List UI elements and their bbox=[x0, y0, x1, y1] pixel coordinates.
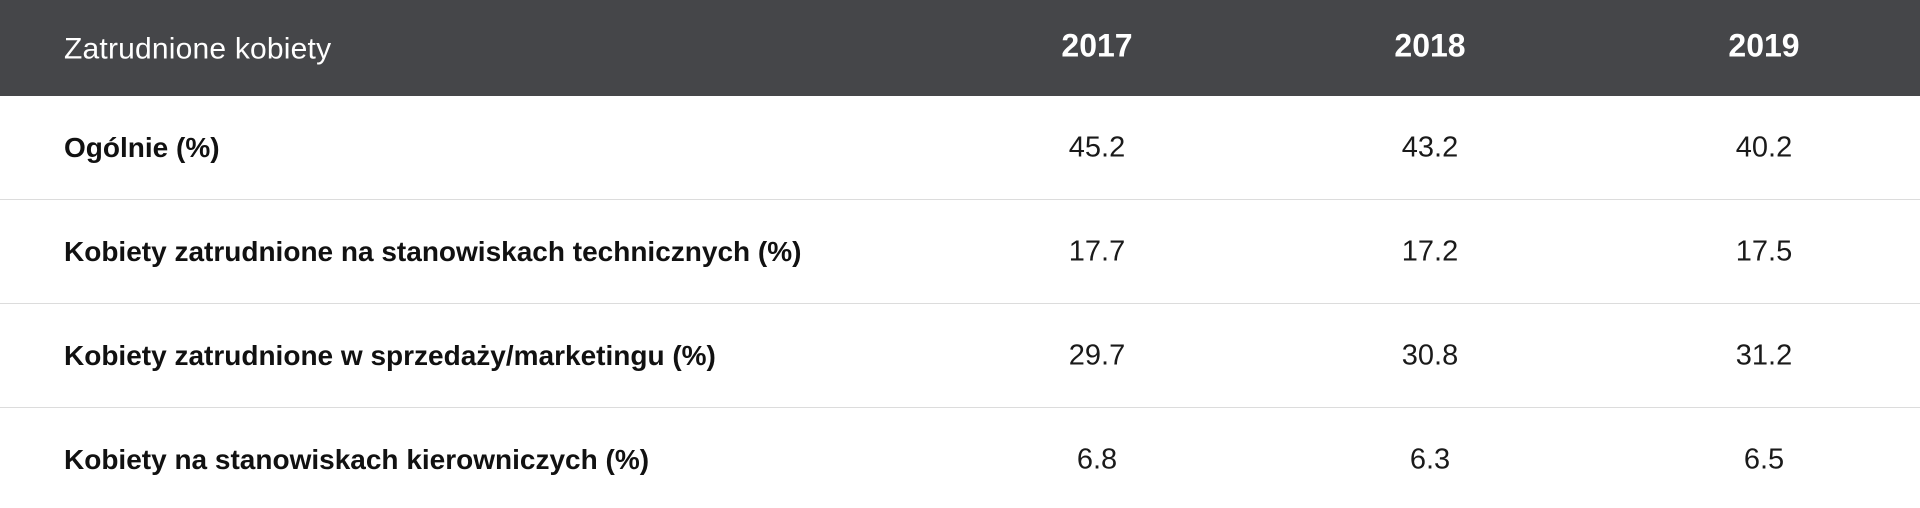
cell-value: 30.8 bbox=[1401, 339, 1459, 371]
row-label: Kobiety zatrudnione na stanowiskach tech… bbox=[64, 235, 802, 267]
cell-value: 29.7 bbox=[1068, 339, 1126, 371]
header-year-2019: 2019 bbox=[1728, 27, 1800, 64]
row-label: Kobiety zatrudnione w sprzedaży/marketin… bbox=[64, 339, 716, 371]
header-year-2018: 2018 bbox=[1394, 27, 1466, 64]
header-year-2017: 2017 bbox=[1061, 27, 1133, 64]
cell-value: 6.8 bbox=[1076, 443, 1118, 475]
cell-value: 40.2 bbox=[1735, 131, 1793, 163]
cell-value: 6.5 bbox=[1743, 443, 1785, 475]
cell-value: 45.2 bbox=[1068, 131, 1126, 163]
cell-value: 17.5 bbox=[1735, 235, 1793, 267]
row-label: Ogólnie (%) bbox=[64, 131, 220, 163]
table-row: Kobiety zatrudnione w sprzedaży/marketin… bbox=[0, 304, 1920, 408]
cell-value: 31.2 bbox=[1735, 339, 1793, 371]
cell-value: 17.2 bbox=[1401, 235, 1459, 267]
cell-value: 43.2 bbox=[1401, 131, 1459, 163]
table-row: Ogólnie (%) 45.2 43.2 40.2 bbox=[0, 96, 1920, 200]
cell-value: 6.3 bbox=[1409, 443, 1451, 475]
table-row: Kobiety na stanowiskach kierowniczych (%… bbox=[0, 408, 1920, 508]
table-header: Zatrudnione kobiety 2017 2018 2019 bbox=[0, 0, 1920, 96]
header-label-column: Zatrudnione kobiety bbox=[64, 32, 332, 66]
cell-value: 17.7 bbox=[1068, 235, 1126, 267]
table-row: Kobiety zatrudnione na stanowiskach tech… bbox=[0, 200, 1920, 304]
row-label: Kobiety na stanowiskach kierowniczych (%… bbox=[64, 443, 650, 475]
